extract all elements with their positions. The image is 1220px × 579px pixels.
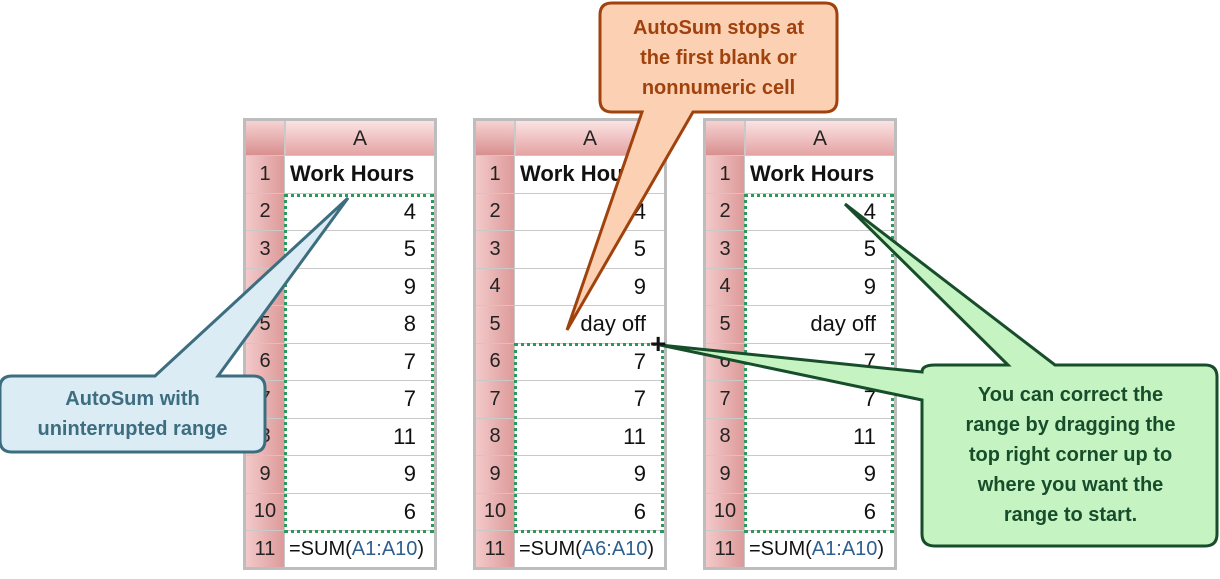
formula-suffix: ): [877, 537, 885, 560]
cell[interactable]: 5: [745, 231, 895, 269]
cell[interactable]: 7: [515, 343, 665, 381]
formula-range-ref: A1:A10: [811, 537, 878, 560]
top-callout-shape: [565, 1, 839, 331]
formula-prefix: =SUM(: [289, 537, 352, 560]
row-header[interactable]: 1: [475, 156, 515, 194]
formula-suffix: ): [417, 537, 425, 560]
formula-prefix: =SUM(: [519, 537, 582, 560]
cell[interactable]: 7: [285, 343, 435, 381]
cell[interactable]: 8: [285, 306, 435, 344]
left-callout-text: AutoSum with uninterrupted range: [37, 388, 228, 440]
formula-range-ref: A6:A10: [581, 537, 648, 560]
cell[interactable]: 11: [515, 418, 665, 456]
row-header[interactable]: 8: [475, 418, 515, 456]
drag-cursor-icon[interactable]: +: [650, 328, 667, 359]
column-header-a[interactable]: A: [745, 120, 895, 156]
cell[interactable]: Work Hours: [745, 156, 895, 194]
row-header[interactable]: 11: [475, 531, 515, 569]
row-header[interactable]: 9: [705, 456, 745, 494]
cell[interactable]: 9: [285, 456, 435, 494]
row-header[interactable]: 5: [475, 306, 515, 344]
row-header[interactable]: 4: [475, 268, 515, 306]
row-header[interactable]: 6: [475, 343, 515, 381]
cell[interactable]: 11: [745, 418, 895, 456]
row-header[interactable]: 2: [705, 193, 745, 231]
right-callout-shape: [659, 202, 1219, 548]
cell[interactable]: 7: [285, 381, 435, 419]
row-header[interactable]: 1: [245, 156, 285, 194]
cell[interactable]: 9: [285, 268, 435, 306]
cell[interactable]: 9: [745, 268, 895, 306]
formula-cell[interactable]: =SUM(A6:A10): [515, 531, 665, 569]
formula-suffix: ): [647, 537, 655, 560]
cell[interactable]: 6: [285, 493, 435, 531]
right-callout-text: You can correct the range by dragging th…: [965, 384, 1176, 526]
cell[interactable]: Work Hours: [285, 156, 435, 194]
column-header-a[interactable]: A: [285, 120, 435, 156]
left-callout-shape: [0, 196, 350, 454]
cell[interactable]: 6: [515, 493, 665, 531]
row-header[interactable]: 10: [245, 493, 285, 531]
cell[interactable]: day off: [515, 306, 665, 344]
formula-cell[interactable]: =SUM(A1:A10): [285, 531, 435, 569]
row-header[interactable]: 5: [705, 306, 745, 344]
row-header[interactable]: 7: [705, 381, 745, 419]
top-callout-text: AutoSum stops at the first blank or nonn…: [632, 17, 805, 99]
formula-range-ref: A1:A10: [351, 537, 418, 560]
formula-prefix: =SUM(: [749, 537, 812, 560]
cell[interactable]: 11: [285, 418, 435, 456]
cell[interactable]: 7: [515, 381, 665, 419]
cell[interactable]: 9: [745, 456, 895, 494]
